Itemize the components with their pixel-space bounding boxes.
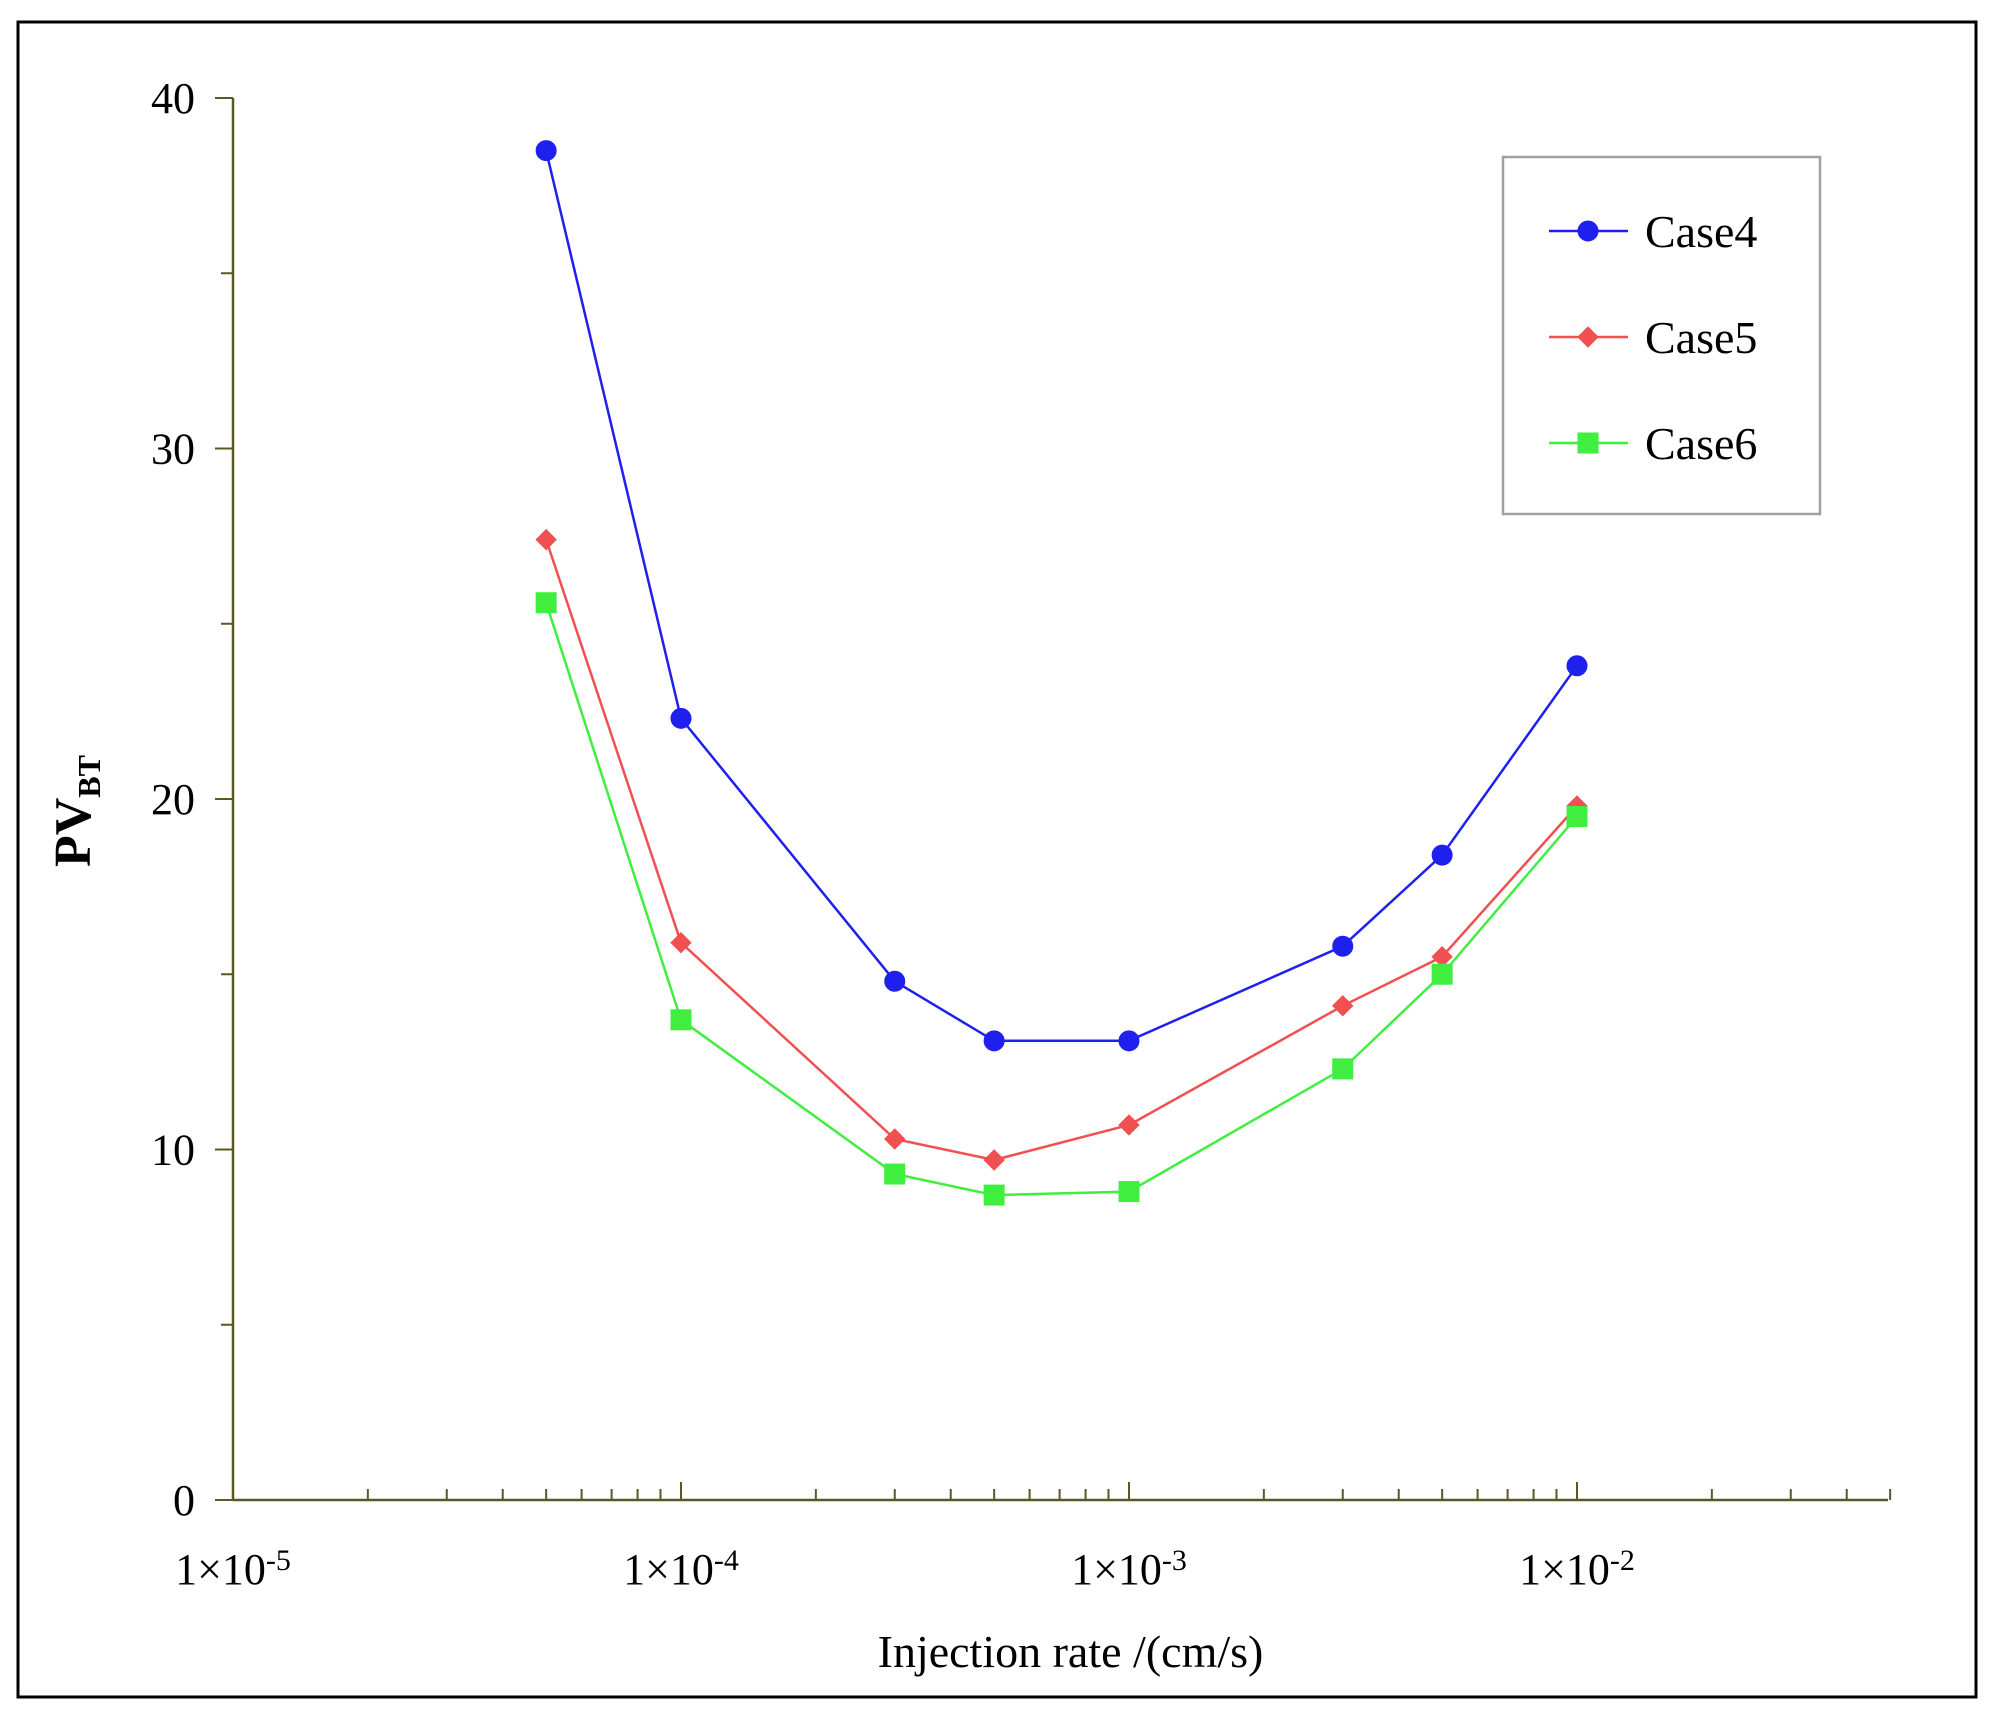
- legend-marker: [1577, 326, 1599, 348]
- legend-item-case6: Case6: [1549, 418, 1757, 469]
- series-case4: [535, 140, 1588, 1052]
- legend-label: Case4: [1645, 206, 1757, 257]
- legend: Case4 Case5 Case6: [1501, 155, 1822, 516]
- data-point: [535, 140, 557, 162]
- axes: 0 10 20 30 40 1×10-5 1×10-4 1×10-3 1×10-2: [151, 74, 1892, 1594]
- legend-item-case5: Case5: [1549, 312, 1757, 363]
- y-tick-label: 20: [151, 775, 195, 824]
- data-point: [535, 592, 557, 614]
- y-axis-title-main: PV: [45, 798, 102, 867]
- legend-box: [1501, 155, 1822, 516]
- y-ticks: 0 10 20 30 40: [151, 74, 233, 1525]
- data-point: [983, 1149, 1005, 1171]
- data-point: [1118, 1030, 1140, 1052]
- series-line-case5: [544, 539, 1578, 1162]
- chart-frame: [16, 20, 1978, 1699]
- y-tick-label: 30: [151, 425, 195, 474]
- series-line-case6: [544, 602, 1578, 1197]
- data-point: [1332, 995, 1354, 1017]
- data-point: [1118, 1181, 1140, 1203]
- data-point: [884, 970, 906, 992]
- data-point: [1118, 1114, 1140, 1136]
- data-point: [983, 1184, 1005, 1206]
- data-point: [1332, 1058, 1354, 1080]
- series-case5: [535, 528, 1588, 1171]
- series-layer: [535, 140, 1588, 1206]
- series-line-case4: [544, 150, 1579, 1043]
- data-point: [670, 931, 692, 954]
- legend-marker: [1577, 220, 1599, 242]
- x-tick-label: 1×10-5: [175, 1544, 291, 1594]
- y-tick-label: 10: [151, 1126, 195, 1175]
- data-point: [983, 1030, 1005, 1052]
- x-axis-title: Injection rate /(cm/s): [878, 1626, 1264, 1677]
- y-axis-title: PVBT: [45, 755, 107, 867]
- data-point: [884, 1163, 906, 1185]
- legend-marker: [1577, 432, 1599, 454]
- y-tick-label: 40: [151, 74, 195, 123]
- data-point: [1431, 963, 1453, 985]
- data-point: [1332, 935, 1354, 957]
- data-point: [670, 707, 692, 729]
- x-tick-label: 1×10-2: [1519, 1544, 1635, 1594]
- data-point: [535, 528, 557, 551]
- x-ticks: 1×10-5 1×10-4 1×10-3 1×10-2: [175, 1482, 1892, 1594]
- data-point: [884, 1128, 906, 1150]
- y-tick-label: 0: [173, 1476, 195, 1525]
- x-tick-label: 1×10-4: [623, 1544, 739, 1594]
- x-tick-label: 1×10-3: [1071, 1544, 1187, 1594]
- y-axis-title-sub: BT: [71, 755, 107, 798]
- data-point: [670, 1009, 692, 1031]
- legend-items: Case4 Case5 Case6: [1549, 206, 1757, 469]
- legend-label: Case6: [1645, 418, 1757, 469]
- legend-item-case4: Case4: [1549, 206, 1757, 257]
- data-point: [1566, 806, 1588, 828]
- series-case6: [535, 592, 1588, 1206]
- legend-label: Case5: [1645, 312, 1757, 363]
- data-point: [1566, 655, 1588, 677]
- data-point: [1431, 844, 1453, 866]
